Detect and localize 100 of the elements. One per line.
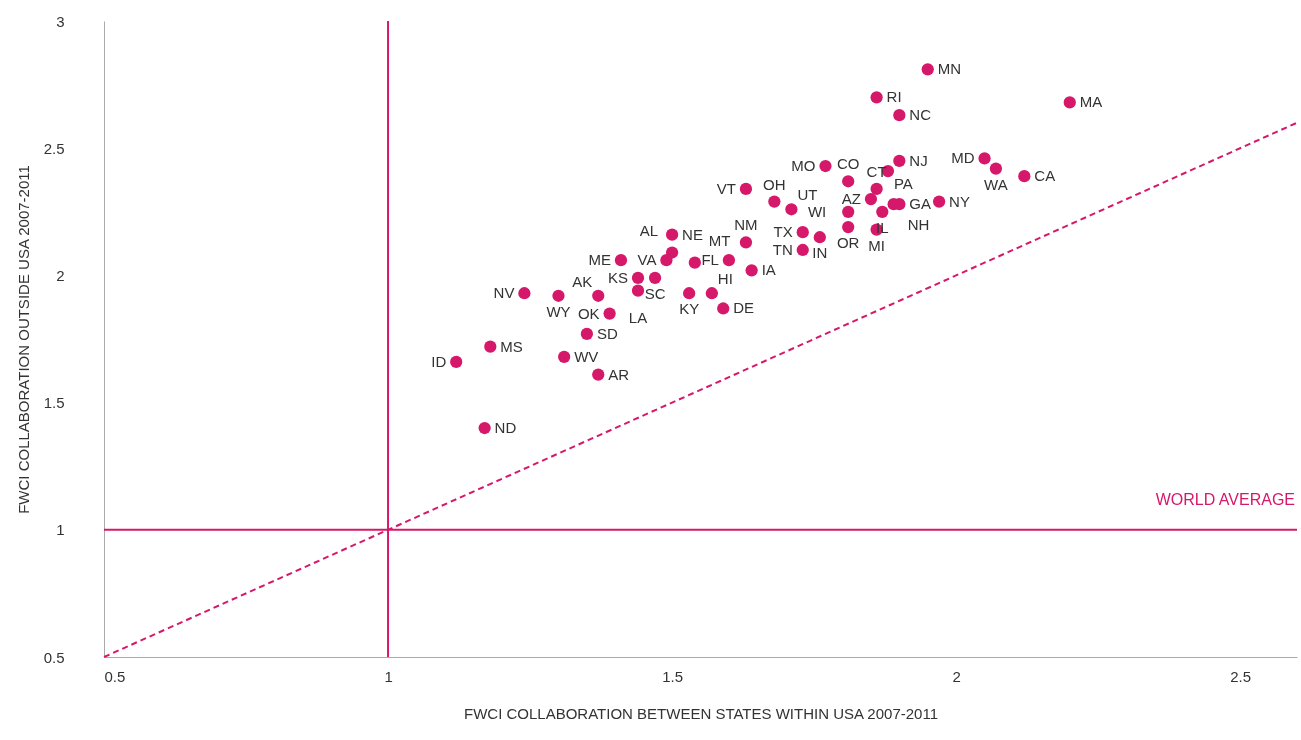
point: [717, 302, 730, 315]
x-tick-label: 2: [952, 667, 961, 685]
point: [842, 220, 855, 234]
y-tick-label: 0.5: [43, 648, 65, 666]
data-label: SD: [596, 324, 618, 342]
point: [819, 159, 832, 173]
ref-line-label: WORLD AVERAGE: [1155, 490, 1295, 508]
data-label: KY: [679, 300, 700, 318]
point: [745, 264, 758, 277]
point: [631, 284, 645, 297]
data-label: RI: [886, 88, 902, 106]
data-label: PA: [893, 175, 913, 193]
data-label: OH: [763, 175, 786, 193]
data-label: UT: [797, 186, 818, 204]
y-tick-label: 3: [56, 12, 65, 30]
y-axis-title: FWCI COLLABORATION OUTSIDE USA 2007-2011: [14, 165, 32, 514]
data-label: NH: [907, 216, 930, 234]
data-label: CO: [836, 155, 860, 173]
point: [870, 91, 883, 104]
data-label: MA: [1079, 93, 1103, 111]
x-tick-label: 2.5: [1230, 667, 1252, 685]
point: [683, 287, 696, 300]
point: [1063, 96, 1076, 109]
data-label: WY: [546, 302, 571, 320]
data-label: LA: [628, 308, 648, 326]
data-label: IA: [761, 261, 776, 279]
point: [552, 289, 565, 302]
y-tick-label: 2: [56, 266, 65, 284]
data-label: TN: [772, 240, 793, 258]
data-label: ME: [588, 251, 611, 269]
data-label: TX: [773, 223, 793, 241]
point: [592, 289, 605, 302]
data-label: VA: [637, 251, 657, 269]
x-tick-label: 1: [384, 667, 393, 685]
x-tick-label: 0.5: [104, 667, 126, 685]
point: [739, 182, 753, 196]
point: [864, 192, 878, 206]
data-label: ND: [494, 419, 517, 437]
y-tick-label: 2.5: [43, 139, 65, 157]
data-label: WI: [807, 202, 827, 220]
point: [813, 231, 826, 244]
data-label: NM: [734, 216, 758, 234]
point: [518, 287, 531, 300]
point: [978, 152, 991, 165]
y-tick-label: 1.5: [43, 394, 65, 412]
point: [660, 254, 673, 267]
data-label: AL: [639, 221, 659, 239]
data-label: SC: [644, 284, 666, 302]
data-label: MN: [937, 60, 962, 78]
data-label: VT: [716, 179, 736, 197]
data-label: MO: [791, 157, 816, 175]
point: [842, 205, 855, 218]
point: [592, 368, 605, 381]
point: [484, 340, 497, 353]
point: [739, 236, 753, 249]
data-label: MI: [868, 236, 885, 254]
data-label: GA: [909, 195, 932, 213]
point: [558, 350, 571, 363]
data-label: DE: [733, 299, 755, 317]
data-label: IN: [812, 244, 828, 262]
point: [893, 109, 906, 122]
y-tick-label: 1: [56, 521, 65, 539]
data-label: MT: [708, 231, 731, 249]
point: [688, 256, 701, 269]
point: [842, 175, 855, 188]
point: [796, 243, 809, 257]
point: [580, 327, 593, 341]
data-label: HI: [717, 270, 733, 288]
data-label: NV: [493, 284, 515, 302]
point: [614, 254, 628, 267]
point: [1018, 170, 1031, 183]
data-label: WV: [574, 347, 599, 365]
data-label: NY: [949, 192, 970, 210]
x-axis-title: FWCI COLLABORATION BETWEEN STATES WITHIN USA 2007-2011: [464, 704, 938, 722]
data-label: MD: [951, 149, 975, 167]
point: [870, 182, 883, 196]
point: [876, 205, 889, 218]
point: [478, 421, 491, 435]
data-label: FL: [701, 251, 719, 269]
data-label: KS: [607, 268, 629, 286]
point: [989, 162, 1003, 175]
x-tick-label: 1.5: [662, 667, 684, 685]
data-label: CA: [1034, 167, 1056, 185]
point: [631, 271, 645, 285]
data-label: NC: [909, 106, 932, 124]
point: [603, 307, 616, 320]
data-label: NJ: [909, 151, 928, 169]
point: [665, 228, 679, 241]
point: [648, 271, 662, 285]
point: [450, 355, 463, 369]
point: [932, 195, 946, 208]
point: [921, 63, 934, 76]
point: [796, 226, 809, 239]
data-label: NE: [682, 225, 703, 243]
point: [785, 203, 798, 216]
data-label: AZ: [841, 190, 861, 208]
point: [705, 287, 718, 300]
data-label: MS: [500, 337, 523, 355]
data-label: AK: [572, 272, 593, 290]
data-label: OR: [836, 234, 860, 252]
